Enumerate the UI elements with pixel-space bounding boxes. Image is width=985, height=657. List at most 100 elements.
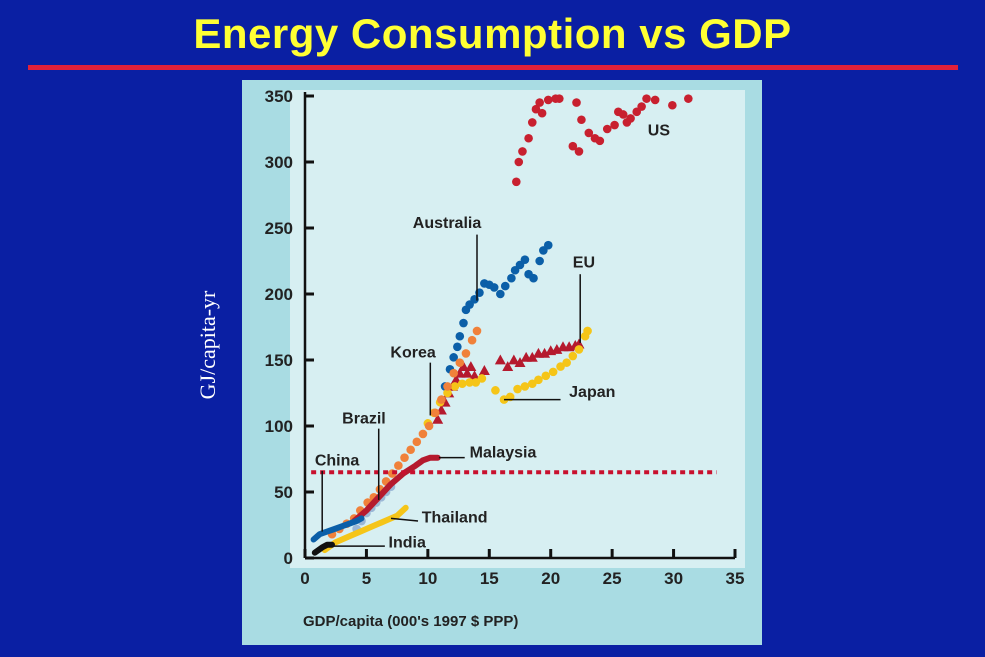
data-point-australia — [535, 256, 544, 266]
data-point-japan — [457, 379, 467, 389]
data-point-us — [577, 115, 586, 125]
data-point-eu — [465, 361, 477, 371]
y-axis-side-label: GJ/capita-yr — [195, 290, 220, 400]
series-label-korea: Korea — [390, 344, 435, 361]
series-label-thailand: Thailand — [422, 509, 488, 526]
x-tick-label: 30 — [664, 569, 683, 588]
data-point-eu — [508, 354, 520, 365]
data-point-korea — [455, 358, 465, 367]
data-point-us — [568, 141, 578, 151]
data-point-us — [535, 98, 544, 107]
series-label-india: India — [389, 534, 426, 551]
x-axis-label: GDP/capita (000's 1997 $ PPP) — [303, 613, 518, 630]
data-point-us — [555, 94, 564, 103]
data-point-us — [527, 118, 537, 127]
series-line-india — [311, 541, 335, 556]
x-tick-label: 25 — [603, 569, 622, 588]
data-point-korea — [472, 326, 482, 336]
data-point-us — [650, 95, 660, 105]
plot-area-bg — [290, 90, 745, 568]
y-tick-label: 100 — [265, 417, 293, 436]
data-point-japan — [491, 386, 500, 395]
data-point-japan — [527, 379, 537, 389]
data-point-korea — [461, 349, 471, 358]
data-point-eu — [457, 361, 469, 371]
series-line-thailand — [321, 504, 409, 554]
data-point-japan — [534, 375, 543, 385]
data-point-us — [572, 98, 581, 107]
data-point-us — [531, 104, 541, 114]
data-point-japan — [574, 345, 584, 354]
energy-gdp-chart: 0 50 100 150 200 250 300 350 0 5 10 15 20 25 30 35 GDP/c… — [242, 80, 762, 645]
data-point-eu — [539, 347, 551, 358]
data-point-us — [574, 147, 584, 156]
y-tick-label: 50 — [274, 483, 293, 502]
data-point-korea — [406, 445, 415, 455]
y-tick-label: 300 — [265, 153, 293, 172]
data-point-japan — [465, 378, 474, 387]
data-point-japan — [562, 358, 571, 367]
data-point-japan — [513, 384, 522, 394]
data-point-korea — [424, 421, 434, 431]
data-point-japan — [450, 382, 460, 391]
data-point-us — [610, 120, 619, 130]
data-point-eu — [432, 413, 444, 424]
data-point-australia — [496, 289, 505, 299]
series-line-china — [310, 515, 365, 543]
data-point-japan — [583, 326, 592, 336]
series-label-brazil: Brazil — [342, 410, 386, 427]
data-point-australia — [507, 273, 516, 283]
series-india — [311, 541, 335, 556]
y-tick-label: 350 — [265, 87, 293, 106]
data-point-us — [514, 157, 524, 167]
data-point-us — [626, 114, 635, 123]
data-point-korea — [449, 368, 458, 378]
title-rule — [28, 65, 958, 70]
series-thailand — [321, 504, 409, 554]
leader-line-thailand — [390, 517, 419, 522]
data-point-australia — [543, 240, 553, 250]
chart-panel: 0 50 100 150 200 250 300 350 0 5 10 15 20 25 30 35 GDP/c… — [242, 80, 762, 645]
data-point-australia — [489, 283, 499, 292]
x-tick-label: 10 — [418, 569, 437, 588]
data-point-japan — [548, 367, 558, 377]
x-tick-label: 0 — [300, 569, 309, 588]
data-point-us — [668, 100, 677, 110]
data-point-us — [512, 177, 521, 187]
data-point-eu — [478, 365, 490, 375]
data-point-us — [642, 94, 651, 103]
data-point-eu — [469, 370, 481, 381]
data-point-us — [537, 108, 547, 118]
y-tick-label: 150 — [265, 351, 293, 370]
data-point-japan — [471, 378, 481, 387]
data-point-japan — [541, 371, 551, 381]
data-point-korea — [394, 461, 403, 470]
series-label-china: China — [315, 453, 360, 470]
data-point-japan — [520, 382, 530, 391]
data-point-us — [584, 128, 594, 138]
series-label-japan: Japan — [569, 384, 615, 401]
data-point-australia — [529, 273, 538, 283]
data-point-australia — [453, 342, 462, 352]
x-tick-label: 5 — [362, 569, 371, 588]
data-point-us — [684, 94, 693, 103]
data-point-korea — [443, 382, 452, 391]
data-point-us — [595, 136, 605, 146]
data-point-korea — [400, 453, 409, 462]
data-point-australia — [449, 353, 458, 362]
series-eu — [432, 338, 585, 424]
data-point-korea — [437, 395, 446, 404]
x-tick-label: 15 — [480, 569, 499, 588]
slide-title: Energy Consumption vs GDP — [193, 10, 792, 57]
data-point-korea — [418, 429, 428, 439]
data-point-australia — [500, 281, 510, 291]
data-point-korea — [467, 335, 477, 345]
data-point-korea — [412, 437, 422, 447]
x-tick-label: 20 — [541, 569, 560, 588]
data-point-us — [543, 95, 553, 105]
data-point-japan — [477, 374, 487, 383]
series-us — [512, 94, 693, 187]
data-point-us — [637, 102, 646, 111]
y-tick-label: 0 — [284, 549, 293, 568]
data-point-japan — [568, 351, 578, 361]
